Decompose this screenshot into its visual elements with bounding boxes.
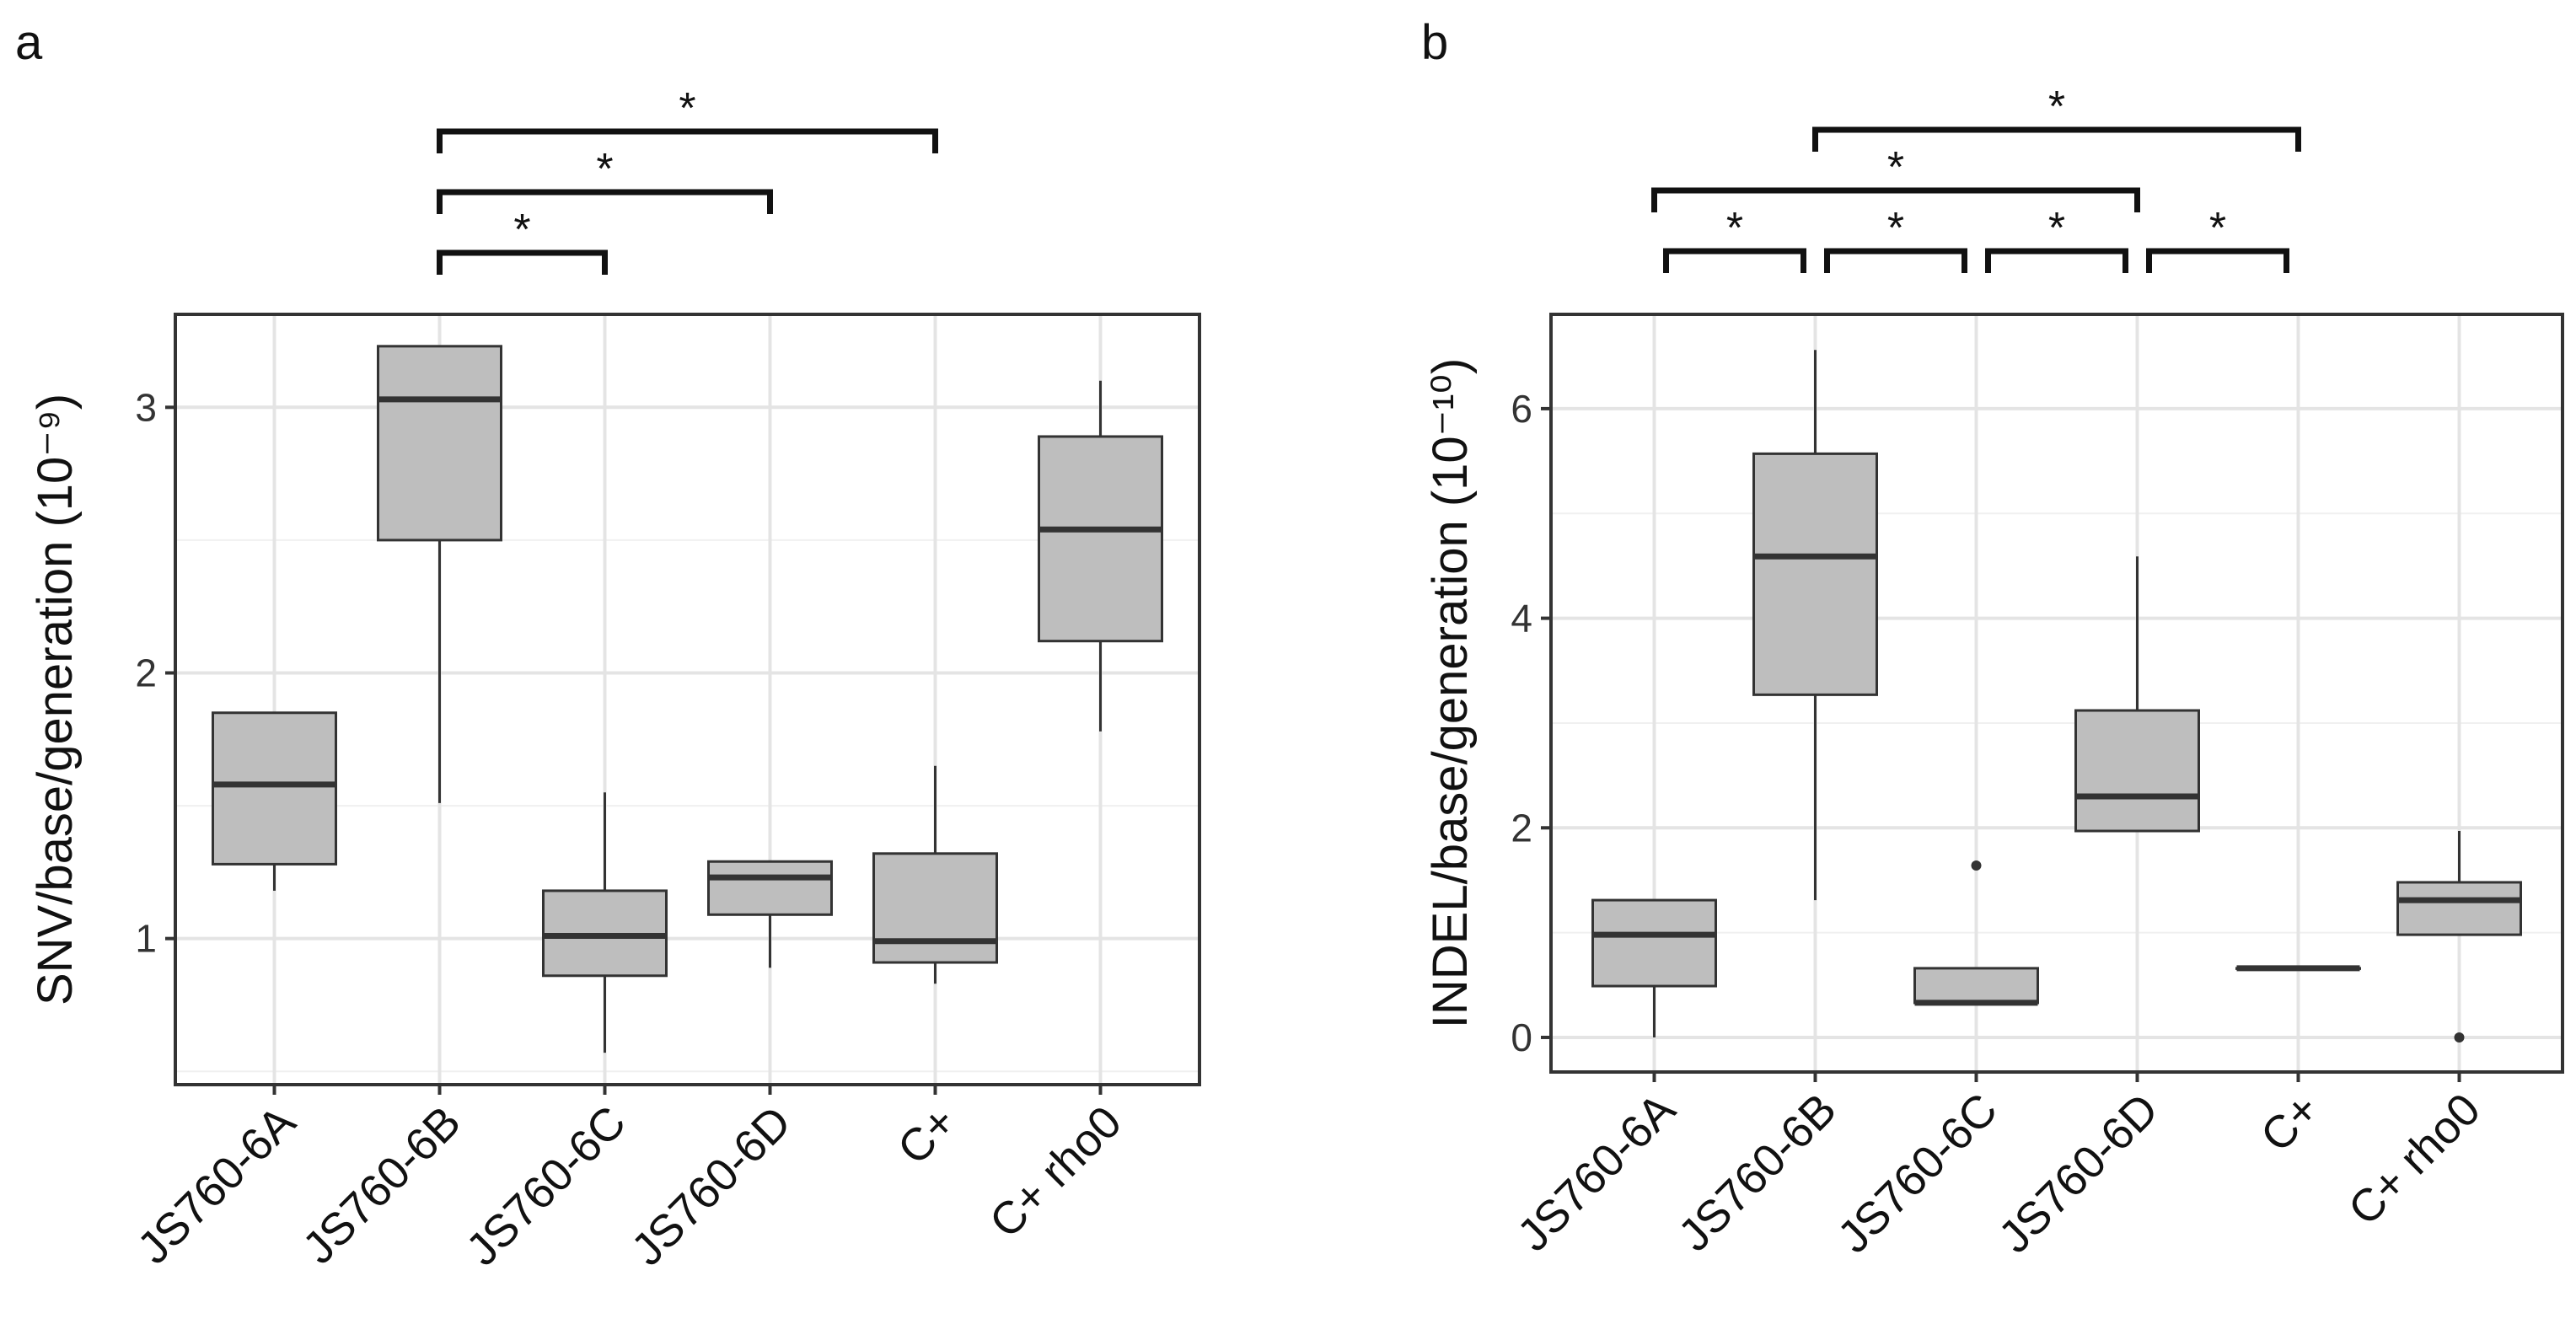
y-tick-label: 2 bbox=[135, 651, 157, 694]
significance-star: * bbox=[2048, 83, 2065, 131]
panel-label: b bbox=[1421, 15, 1448, 70]
bracket-line bbox=[2146, 248, 2289, 273]
significance-star: * bbox=[1887, 204, 1904, 253]
significance-bracket: * bbox=[1663, 204, 1806, 273]
box-JS760-6B bbox=[377, 345, 502, 803]
outlier-point bbox=[2454, 1032, 2465, 1043]
bracket-line bbox=[1824, 248, 1967, 273]
bracket-line bbox=[437, 128, 938, 153]
box-JS760-6A bbox=[212, 711, 337, 891]
significance-star: * bbox=[1726, 204, 1743, 253]
box-JS760-6D bbox=[2074, 556, 2200, 833]
box-JS760-6C bbox=[542, 792, 668, 1053]
x-tick-label: JS760-6A bbox=[128, 1096, 305, 1273]
y-tick-label: 4 bbox=[1511, 597, 1532, 641]
y-axis-label: SNV/base/generation (10⁻⁹) bbox=[28, 394, 83, 1005]
significance-bracket: * bbox=[437, 206, 608, 275]
bracket-line bbox=[1651, 187, 2140, 212]
outlier-point bbox=[1971, 860, 1982, 871]
bracket-line bbox=[1663, 248, 1806, 273]
y-tick-label: 0 bbox=[1511, 1016, 1532, 1059]
x-tick-label: JS760-6D bbox=[622, 1096, 801, 1275]
x-tick-label: JS760-6C bbox=[457, 1096, 636, 1275]
x-tick-label: C+ bbox=[2251, 1084, 2329, 1161]
box-iqr bbox=[212, 711, 337, 866]
significance-star: * bbox=[596, 145, 613, 194]
box-C+ rho0 bbox=[2396, 831, 2522, 1043]
box-iqr bbox=[2396, 881, 2522, 936]
bracket-line bbox=[437, 189, 773, 214]
box-iqr bbox=[2074, 709, 2200, 833]
y-tick-label: 1 bbox=[135, 917, 157, 961]
x-tick-label: JS760-6B bbox=[293, 1096, 470, 1273]
panel-label: a bbox=[15, 15, 43, 70]
box-iqr bbox=[1913, 967, 2039, 1005]
box-iqr bbox=[1752, 452, 1878, 696]
box-iqr bbox=[1038, 435, 1163, 643]
box-JS760-6B bbox=[1752, 350, 1878, 901]
y-tick-label: 2 bbox=[1511, 806, 1532, 850]
significance-bracket: * bbox=[437, 84, 938, 153]
y-tick-label: 6 bbox=[1511, 387, 1532, 431]
significance-star: * bbox=[1887, 143, 1904, 192]
x-tick-label: C+ rho0 bbox=[2339, 1084, 2490, 1235]
box-JS760-6C bbox=[1913, 860, 2039, 1006]
significance-bracket: * bbox=[1824, 204, 1967, 273]
significance-star: * bbox=[2209, 204, 2226, 253]
box-iqr bbox=[872, 852, 998, 964]
x-tick-label: JS760-6B bbox=[1669, 1084, 1846, 1261]
box-C+ bbox=[872, 765, 998, 984]
box-iqr bbox=[707, 860, 833, 916]
plot-frame bbox=[174, 313, 1201, 1086]
significance-star: * bbox=[679, 84, 695, 133]
significance-bracket: * bbox=[437, 145, 773, 214]
bracket-line bbox=[1812, 126, 2301, 152]
box-iqr bbox=[377, 345, 502, 542]
y-tick-label: 3 bbox=[135, 385, 157, 429]
box-JS760-6D bbox=[707, 860, 833, 968]
x-tick-label: C+ bbox=[888, 1096, 966, 1174]
x-tick-label: JS760-6A bbox=[1508, 1084, 1685, 1261]
box-iqr bbox=[1591, 898, 1717, 988]
significance-bracket: * bbox=[1651, 143, 2140, 212]
x-tick-label: JS760-6C bbox=[1828, 1084, 2007, 1262]
y-axis-label: INDEL/base/generation (10⁻¹⁰) bbox=[1423, 358, 1478, 1028]
x-tick-label: C+ rho0 bbox=[980, 1096, 1131, 1247]
bracket-line bbox=[1985, 248, 2128, 273]
significance-star: * bbox=[513, 206, 530, 255]
bracket-line bbox=[437, 249, 608, 275]
significance-bracket: * bbox=[2146, 204, 2289, 273]
significance-star: * bbox=[2048, 204, 2065, 253]
significance-bracket: * bbox=[1812, 83, 2301, 152]
box-JS760-6A bbox=[1591, 898, 1717, 1037]
box-C+ bbox=[2235, 965, 2361, 972]
plot-frame bbox=[1549, 313, 2564, 1074]
x-tick-label: JS760-6D bbox=[1989, 1084, 2168, 1262]
box-C+ rho0 bbox=[1038, 380, 1163, 732]
significance-bracket: * bbox=[1985, 204, 2128, 273]
